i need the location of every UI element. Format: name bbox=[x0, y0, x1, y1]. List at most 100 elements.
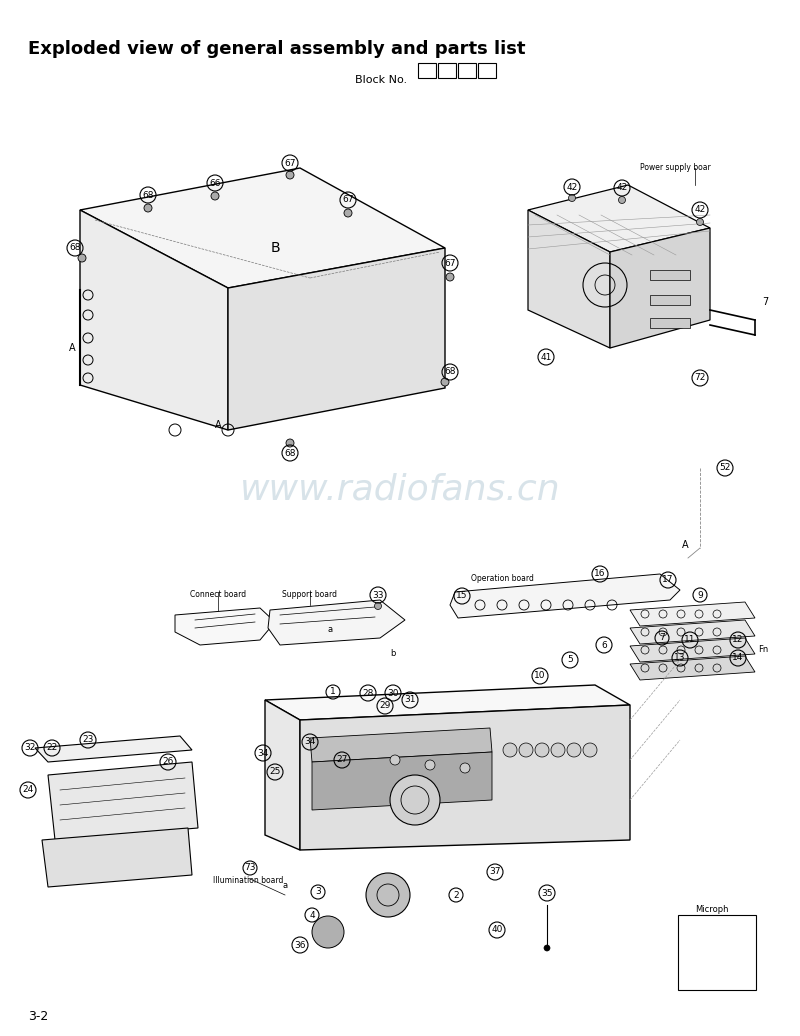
Text: 29: 29 bbox=[379, 701, 390, 711]
Text: 7: 7 bbox=[659, 633, 665, 642]
Text: 36: 36 bbox=[294, 941, 306, 950]
Circle shape bbox=[697, 219, 703, 226]
Polygon shape bbox=[48, 762, 198, 840]
Text: 68: 68 bbox=[284, 449, 296, 458]
Polygon shape bbox=[268, 600, 405, 645]
Text: 68: 68 bbox=[70, 243, 81, 253]
Text: 17: 17 bbox=[662, 576, 674, 584]
Polygon shape bbox=[528, 210, 610, 348]
Text: B: B bbox=[270, 241, 280, 255]
Circle shape bbox=[551, 743, 565, 757]
Text: A: A bbox=[682, 540, 689, 550]
Text: Power supply boar: Power supply boar bbox=[640, 163, 710, 172]
Circle shape bbox=[544, 945, 550, 951]
Text: 31: 31 bbox=[404, 695, 416, 704]
Polygon shape bbox=[175, 608, 275, 645]
Polygon shape bbox=[80, 168, 445, 288]
Text: Support board: Support board bbox=[282, 589, 338, 599]
Polygon shape bbox=[630, 638, 755, 662]
Text: 66: 66 bbox=[210, 178, 221, 188]
Polygon shape bbox=[312, 752, 492, 810]
Text: Microph: Microph bbox=[695, 905, 729, 914]
Text: A: A bbox=[69, 343, 75, 353]
FancyBboxPatch shape bbox=[458, 63, 476, 78]
Circle shape bbox=[374, 603, 382, 609]
Text: 22: 22 bbox=[46, 744, 58, 752]
Text: M: M bbox=[462, 65, 472, 76]
Text: Operation board: Operation board bbox=[470, 574, 534, 583]
Text: 52: 52 bbox=[719, 463, 730, 472]
Text: 1: 1 bbox=[443, 65, 450, 76]
Polygon shape bbox=[630, 602, 755, 626]
Text: 23: 23 bbox=[82, 736, 94, 745]
Text: Exploded view of general assembly and parts list: Exploded view of general assembly and pa… bbox=[28, 40, 526, 58]
Polygon shape bbox=[610, 228, 710, 348]
FancyBboxPatch shape bbox=[650, 295, 690, 305]
Text: 73: 73 bbox=[244, 863, 256, 872]
Text: 25: 25 bbox=[270, 768, 281, 777]
Text: 16: 16 bbox=[594, 570, 606, 578]
Text: 67: 67 bbox=[284, 159, 296, 168]
Circle shape bbox=[441, 378, 449, 386]
FancyBboxPatch shape bbox=[650, 270, 690, 280]
Text: a: a bbox=[282, 881, 287, 890]
Text: 27: 27 bbox=[336, 755, 348, 765]
Polygon shape bbox=[528, 185, 710, 252]
Text: 24: 24 bbox=[22, 785, 34, 795]
Text: Block No.: Block No. bbox=[355, 75, 407, 85]
Text: 6: 6 bbox=[601, 640, 607, 650]
Text: Connect board: Connect board bbox=[190, 589, 246, 599]
Text: 26: 26 bbox=[162, 757, 174, 767]
Polygon shape bbox=[300, 706, 630, 850]
Polygon shape bbox=[265, 685, 630, 720]
Polygon shape bbox=[630, 620, 755, 644]
Text: 67: 67 bbox=[444, 259, 456, 267]
Circle shape bbox=[312, 916, 344, 948]
Text: 42: 42 bbox=[694, 205, 706, 214]
Text: Illumination board: Illumination board bbox=[213, 876, 283, 885]
Circle shape bbox=[569, 195, 575, 201]
Text: 15: 15 bbox=[456, 592, 468, 601]
Text: 30: 30 bbox=[387, 689, 398, 697]
Circle shape bbox=[390, 775, 440, 825]
Text: 34: 34 bbox=[304, 738, 316, 747]
Text: c: c bbox=[698, 613, 702, 623]
Circle shape bbox=[503, 743, 517, 757]
Text: 41: 41 bbox=[540, 352, 552, 362]
Text: 7: 7 bbox=[762, 297, 768, 307]
Text: 67: 67 bbox=[342, 196, 354, 204]
Circle shape bbox=[519, 743, 533, 757]
Text: 33: 33 bbox=[372, 591, 384, 600]
Circle shape bbox=[390, 755, 400, 765]
Circle shape bbox=[567, 743, 581, 757]
Text: Fn: Fn bbox=[758, 645, 768, 655]
Text: 5: 5 bbox=[567, 656, 573, 664]
FancyBboxPatch shape bbox=[678, 915, 756, 990]
Text: 32: 32 bbox=[24, 744, 36, 752]
Polygon shape bbox=[228, 248, 445, 430]
Text: 11: 11 bbox=[684, 635, 696, 644]
Circle shape bbox=[366, 873, 410, 917]
Text: 42: 42 bbox=[566, 182, 578, 192]
FancyBboxPatch shape bbox=[438, 63, 456, 78]
Text: 35: 35 bbox=[542, 889, 553, 897]
Text: 68: 68 bbox=[444, 368, 456, 376]
Polygon shape bbox=[265, 700, 300, 850]
Text: 72: 72 bbox=[694, 374, 706, 382]
Circle shape bbox=[460, 762, 470, 773]
Circle shape bbox=[78, 254, 86, 262]
Text: a: a bbox=[327, 626, 333, 634]
Circle shape bbox=[535, 743, 549, 757]
Circle shape bbox=[583, 743, 597, 757]
Polygon shape bbox=[450, 574, 680, 618]
Circle shape bbox=[425, 760, 435, 770]
FancyBboxPatch shape bbox=[418, 63, 436, 78]
Text: 3-2: 3-2 bbox=[28, 1010, 48, 1023]
Text: 34: 34 bbox=[258, 748, 269, 757]
Polygon shape bbox=[80, 210, 228, 430]
Text: 68: 68 bbox=[142, 191, 154, 200]
Circle shape bbox=[211, 192, 219, 200]
Circle shape bbox=[344, 209, 352, 217]
Text: 13: 13 bbox=[674, 654, 686, 662]
Circle shape bbox=[286, 171, 294, 179]
